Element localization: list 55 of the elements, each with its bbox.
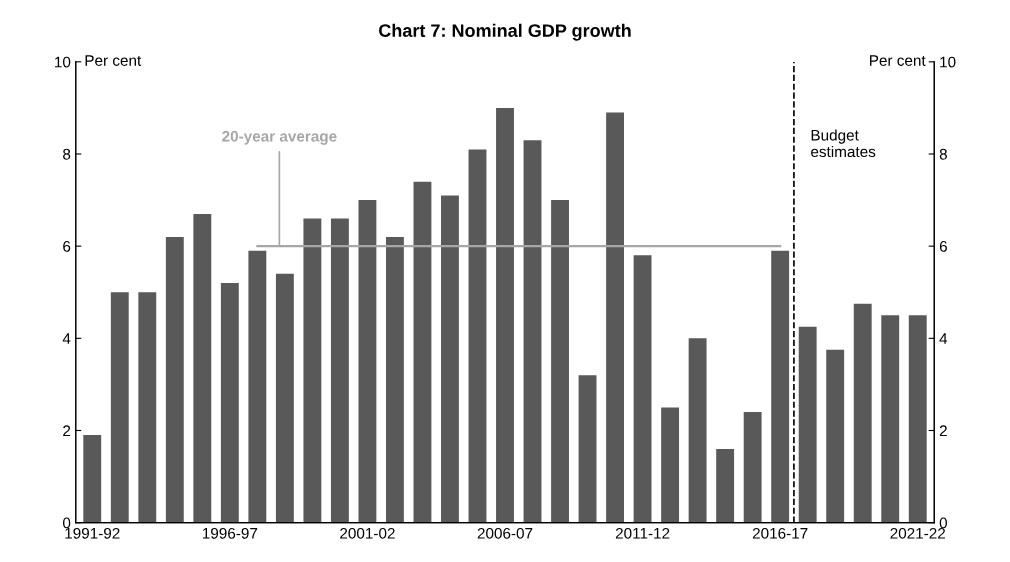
bar	[193, 213, 212, 523]
bar	[853, 303, 872, 523]
bar	[165, 236, 184, 523]
bar	[523, 140, 542, 523]
bar	[606, 112, 625, 523]
bar	[83, 435, 102, 523]
bar	[798, 326, 817, 523]
bar	[551, 200, 569, 523]
bar	[413, 181, 432, 523]
bar	[496, 107, 514, 523]
bar	[275, 273, 294, 523]
y-tick-label: 10	[55, 56, 71, 68]
y2-tick-label: 8	[939, 148, 947, 160]
bar	[688, 338, 707, 523]
y2-tick-label: 0	[939, 517, 948, 529]
x-tick-label: 2001-02	[340, 527, 395, 539]
bar	[468, 149, 487, 523]
x-tick-label: 2006-07	[477, 527, 533, 539]
x-tick-label: 2011-12	[615, 527, 670, 539]
y-tick-label: 0	[62, 517, 71, 529]
bar	[743, 412, 762, 523]
text: 20-year average	[222, 130, 337, 145]
y-axis-title: Per cent	[85, 55, 142, 66]
x-tick-label: 1996-97	[202, 527, 258, 539]
y2-tick-label: 6	[939, 241, 947, 252]
bar	[330, 218, 349, 523]
y-tick-label: 8	[63, 148, 71, 160]
bar	[881, 315, 900, 523]
bar	[633, 255, 652, 523]
x-tick-label: 2016-17	[752, 527, 808, 539]
chart-title: Chart 7: Nominal GDP growth	[379, 23, 631, 41]
y2-tick-label: 2	[939, 425, 947, 437]
y2-axis-title: Per cent	[870, 55, 926, 66]
bar	[908, 315, 927, 523]
bar	[110, 292, 129, 523]
annotation: Budget estimates	[811, 129, 876, 158]
bar	[716, 448, 735, 523]
y2-tick-label: 10	[940, 56, 956, 68]
bar	[248, 250, 267, 523]
y2-tick-label: 4	[939, 333, 948, 344]
bar	[578, 375, 597, 523]
y-tick-label: 6	[63, 241, 71, 252]
bar	[826, 349, 845, 523]
bar	[220, 283, 239, 523]
bar	[358, 200, 377, 523]
bar	[661, 407, 680, 523]
y-tick-label: 4	[62, 333, 71, 344]
bar	[441, 195, 459, 523]
x-tick-label: 2021-22	[890, 527, 946, 539]
bar	[385, 236, 404, 523]
bar	[771, 250, 790, 523]
bar	[303, 218, 322, 523]
x-tick-label: 1991-92	[65, 527, 120, 539]
y-tick-label: 2	[63, 425, 71, 437]
bar	[138, 292, 157, 523]
